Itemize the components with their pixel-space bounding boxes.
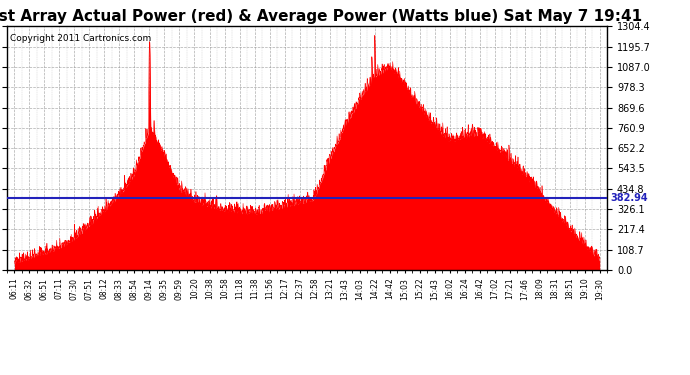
Text: 382.94: 382.94 — [610, 194, 648, 204]
Text: Copyright 2011 Cartronics.com: Copyright 2011 Cartronics.com — [10, 34, 151, 43]
Title: West Array Actual Power (red) & Average Power (Watts blue) Sat May 7 19:41: West Array Actual Power (red) & Average … — [0, 9, 642, 24]
